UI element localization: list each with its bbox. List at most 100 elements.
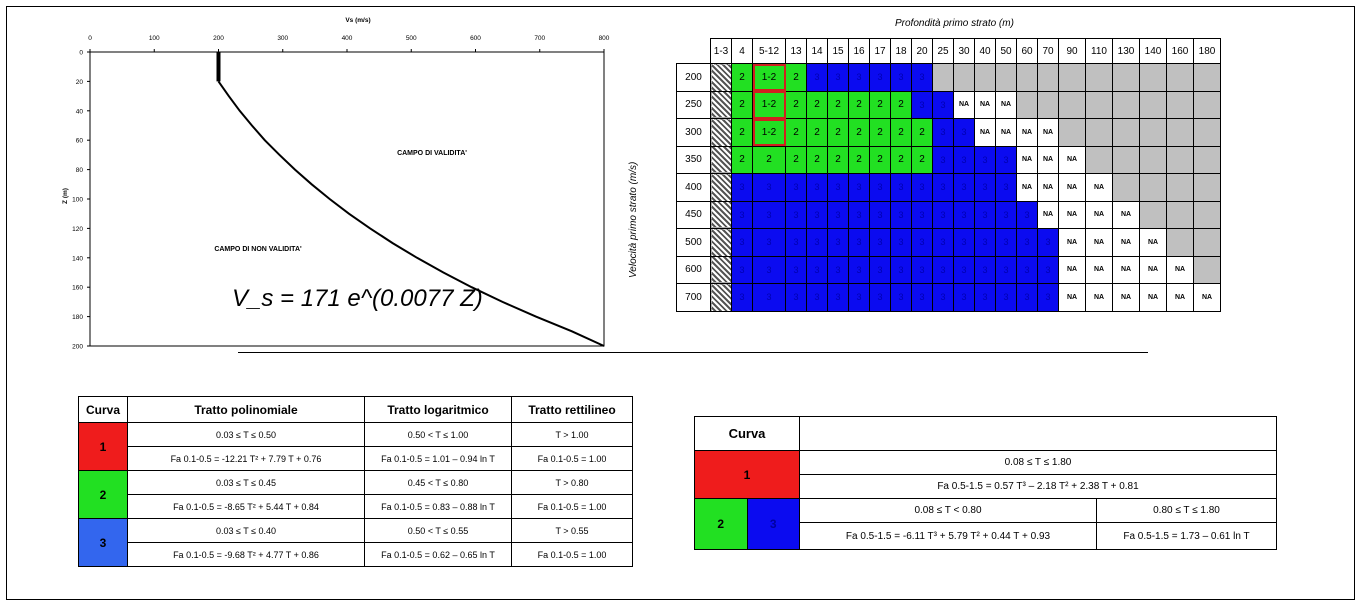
grid-cell: 3 bbox=[911, 90, 933, 119]
grid-cell bbox=[710, 63, 732, 92]
table1-range-cell: 0.45 < T ≤ 0.80 bbox=[364, 470, 512, 495]
grid-cell bbox=[710, 255, 732, 284]
grid-cell bbox=[1193, 255, 1221, 284]
grid-cell: 3 bbox=[974, 173, 996, 202]
page-frame bbox=[6, 6, 1355, 600]
grid-row: 400 3 3 3 3 3 3 3 3 3 3 3 3 3 NA NA NA NA bbox=[676, 173, 1221, 202]
grid-col-header: 50 bbox=[995, 38, 1017, 64]
grid-cell: NA bbox=[1085, 228, 1113, 257]
table1-range-cell: T > 1.00 bbox=[511, 422, 633, 447]
grid-cell: 3 bbox=[911, 200, 933, 229]
grid-cell: 2 bbox=[731, 63, 753, 92]
grid-cell: 3 bbox=[1016, 228, 1038, 257]
grid-cell bbox=[1166, 173, 1194, 202]
curve-23-range-b: 0.80 ≤ T ≤ 1.80 bbox=[1096, 498, 1277, 523]
grid-row-label: 250 bbox=[676, 90, 711, 119]
grid-cell bbox=[1166, 90, 1194, 119]
grid-cell: NA bbox=[1058, 255, 1086, 284]
grid-row-label: 500 bbox=[676, 228, 711, 257]
curve-1-range: 0.08 ≤ T ≤ 1.80 bbox=[799, 450, 1277, 475]
grid-cell: 3 bbox=[953, 228, 975, 257]
grid-cell: 3 bbox=[848, 228, 870, 257]
grid-cell: NA bbox=[1016, 173, 1038, 202]
grid-cell: 2 bbox=[890, 145, 912, 174]
x-tick-label: 700 bbox=[534, 35, 545, 42]
table1-formula-cell: Fa 0.1-0.5 = 1.01 – 0.94 ln T bbox=[364, 446, 512, 471]
table1-formula-row: Fa 0.1-0.5 = -9.68 T² + 4.77 T + 0.86 Fa … bbox=[79, 542, 633, 567]
grid-cell: 3 bbox=[953, 200, 975, 229]
grid-cell: 3 bbox=[1016, 283, 1038, 312]
grid-cell: 3 bbox=[752, 283, 786, 312]
grid-cell bbox=[1139, 173, 1167, 202]
x-tick-label: 800 bbox=[599, 35, 610, 42]
grid-cell: NA bbox=[1139, 255, 1167, 284]
grid-cell: 2 bbox=[731, 118, 753, 147]
grid-ylabel: Velocità primo strato (m/s) bbox=[628, 161, 639, 278]
grid-cell: 3 bbox=[953, 173, 975, 202]
y-tick-label: 80 bbox=[76, 167, 84, 174]
grid-cell: 3 bbox=[848, 63, 870, 92]
grid-cell bbox=[932, 63, 954, 92]
grid-row: 250 2 1-2 2 2 2 2 2 2 3 3 NA NA NA bbox=[676, 90, 1221, 119]
x-tick-label: 0 bbox=[88, 35, 92, 42]
table1-range-cell: 0.03 ≤ T ≤ 0.45 bbox=[127, 470, 365, 495]
grid-cell: 3 bbox=[785, 200, 807, 229]
y-tick-label: 100 bbox=[72, 197, 83, 204]
grid-cell: 3 bbox=[890, 283, 912, 312]
grid-cell: 3 bbox=[731, 200, 753, 229]
grid-cell: 2 bbox=[848, 118, 870, 147]
grid-cell: 3 bbox=[806, 200, 828, 229]
grid-cell: 2 bbox=[869, 118, 891, 147]
grid-cell: NA bbox=[1037, 173, 1059, 202]
grid-cell bbox=[974, 63, 996, 92]
grid-cell: NA bbox=[1016, 118, 1038, 147]
grid-cell: 3 bbox=[974, 283, 996, 312]
grid-cell: 2 bbox=[806, 118, 828, 147]
grid-row: 700 3 3 3 3 3 3 3 3 3 3 3 3 3 3 3 NA NA NA NA NA NA bbox=[676, 283, 1221, 312]
grid-cell bbox=[1193, 90, 1221, 119]
grid-cell: 2 bbox=[785, 63, 807, 92]
grid-cell: 3 bbox=[827, 228, 849, 257]
grid-cell: 2 bbox=[827, 90, 849, 119]
grid-cell bbox=[1166, 63, 1194, 92]
grid-cell bbox=[1037, 63, 1059, 92]
grid-col-header: 18 bbox=[890, 38, 912, 64]
grid-cell: NA bbox=[995, 90, 1017, 119]
grid-col-header: 70 bbox=[1037, 38, 1059, 64]
table1-range-row: 2 0.03 ≤ T ≤ 0.45 0.45 < T ≤ 0.80 T > 0.80 bbox=[78, 470, 633, 519]
grid-row: 350 2 2 2 2 2 2 2 2 2 3 3 3 3 NA NA NA bbox=[676, 145, 1221, 174]
table1-range-cell: T > 0.80 bbox=[511, 470, 633, 495]
grid-cell: 3 bbox=[995, 228, 1017, 257]
grid-cell: NA bbox=[974, 118, 996, 147]
grid-cell: NA bbox=[1085, 200, 1113, 229]
table1-header: Tratto polinomiale bbox=[127, 396, 365, 423]
table1-formula-cell: Fa 0.1-0.5 = 0.83 – 0.88 ln T bbox=[364, 494, 512, 519]
grid-cell: 3 bbox=[731, 283, 753, 312]
grid-cell: 3 bbox=[869, 283, 891, 312]
grid-row-label: 600 bbox=[676, 255, 711, 284]
curve-3-swatch: 3 bbox=[746, 498, 800, 550]
grid-cell: NA bbox=[1058, 283, 1086, 312]
grid-cell: 3 bbox=[974, 255, 996, 284]
grid-cell: 3 bbox=[1037, 255, 1059, 284]
x-tick-label: 400 bbox=[342, 35, 353, 42]
x-tick-label: 600 bbox=[470, 35, 481, 42]
curve-23-formula-a: Fa 0.5-1.5 = -6.11 T³ + 5.79 T² + 0.44 T… bbox=[799, 522, 1097, 550]
x-axis-label: Vs (m/s) bbox=[345, 17, 370, 24]
grid-cell: 3 bbox=[911, 228, 933, 257]
grid-cell bbox=[1166, 228, 1194, 257]
grid-cell: 3 bbox=[932, 200, 954, 229]
grid-cell: 3 bbox=[953, 283, 975, 312]
grid-cell: NA bbox=[1112, 255, 1140, 284]
table1-header-row: Curva Tratto polinomiale Tratto logaritm… bbox=[78, 396, 633, 423]
grid-col-header: 25 bbox=[932, 38, 954, 64]
table1-range-cell: 0.50 < T ≤ 1.00 bbox=[364, 422, 512, 447]
table2-header-blank bbox=[799, 416, 1277, 451]
grid-col-header: 17 bbox=[869, 38, 891, 64]
x-tick-label: 200 bbox=[213, 35, 224, 42]
grid-cell bbox=[1112, 173, 1140, 202]
grid-cell: 3 bbox=[1037, 283, 1059, 312]
grid-cell: 3 bbox=[869, 200, 891, 229]
grid-cell: 3 bbox=[848, 255, 870, 284]
grid-cell: 3 bbox=[932, 228, 954, 257]
